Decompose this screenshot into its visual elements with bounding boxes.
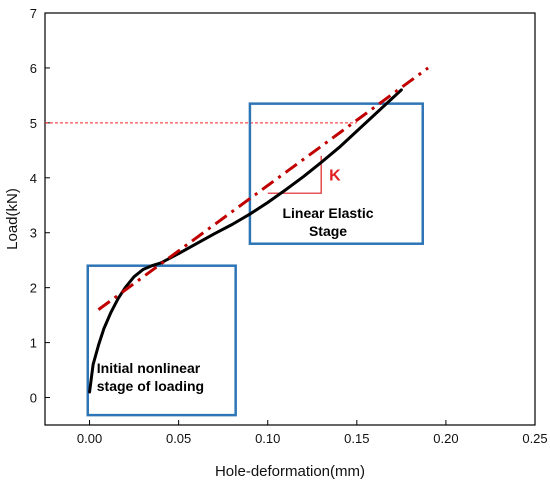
x-tick-label: 0.00 bbox=[77, 431, 102, 446]
elastic-stage-box bbox=[248, 102, 424, 245]
y-tick-label: 6 bbox=[30, 61, 37, 76]
load-deformation-curve bbox=[88, 88, 403, 394]
linear-fit-line bbox=[97, 66, 429, 311]
y-tick-label: 0 bbox=[30, 391, 37, 406]
y-axis-title: Load(kN) bbox=[4, 188, 21, 250]
y-tick-label: 7 bbox=[30, 6, 37, 21]
elastic-stage-label: Linear Elastic bbox=[282, 205, 373, 221]
initial-stage-label: Initial nonlinear bbox=[97, 360, 201, 376]
x-axis-title: Hole-deformation(mm) bbox=[215, 463, 365, 480]
x-tick-label: 0.25 bbox=[522, 431, 547, 446]
y-tick-label: 1 bbox=[30, 336, 37, 351]
y-tick-label: 4 bbox=[30, 171, 37, 186]
slope-triangle bbox=[267, 155, 322, 194]
y-tick-label: 5 bbox=[30, 116, 37, 131]
y-tick-label: 3 bbox=[30, 226, 37, 241]
x-tick-label: 0.15 bbox=[344, 431, 369, 446]
initial-stage-label: stage of loading bbox=[97, 378, 204, 394]
x-tick-label: 0.05 bbox=[166, 431, 191, 446]
elastic-stage-label: Stage bbox=[309, 223, 347, 239]
y-tick-label: 2 bbox=[30, 281, 37, 296]
initial-stage-box bbox=[86, 264, 237, 417]
x-tick-label: 0.10 bbox=[255, 431, 280, 446]
x-tick-label: 0.20 bbox=[433, 431, 458, 446]
plot-frame bbox=[44, 12, 536, 426]
slope-k-label: K bbox=[329, 168, 341, 185]
